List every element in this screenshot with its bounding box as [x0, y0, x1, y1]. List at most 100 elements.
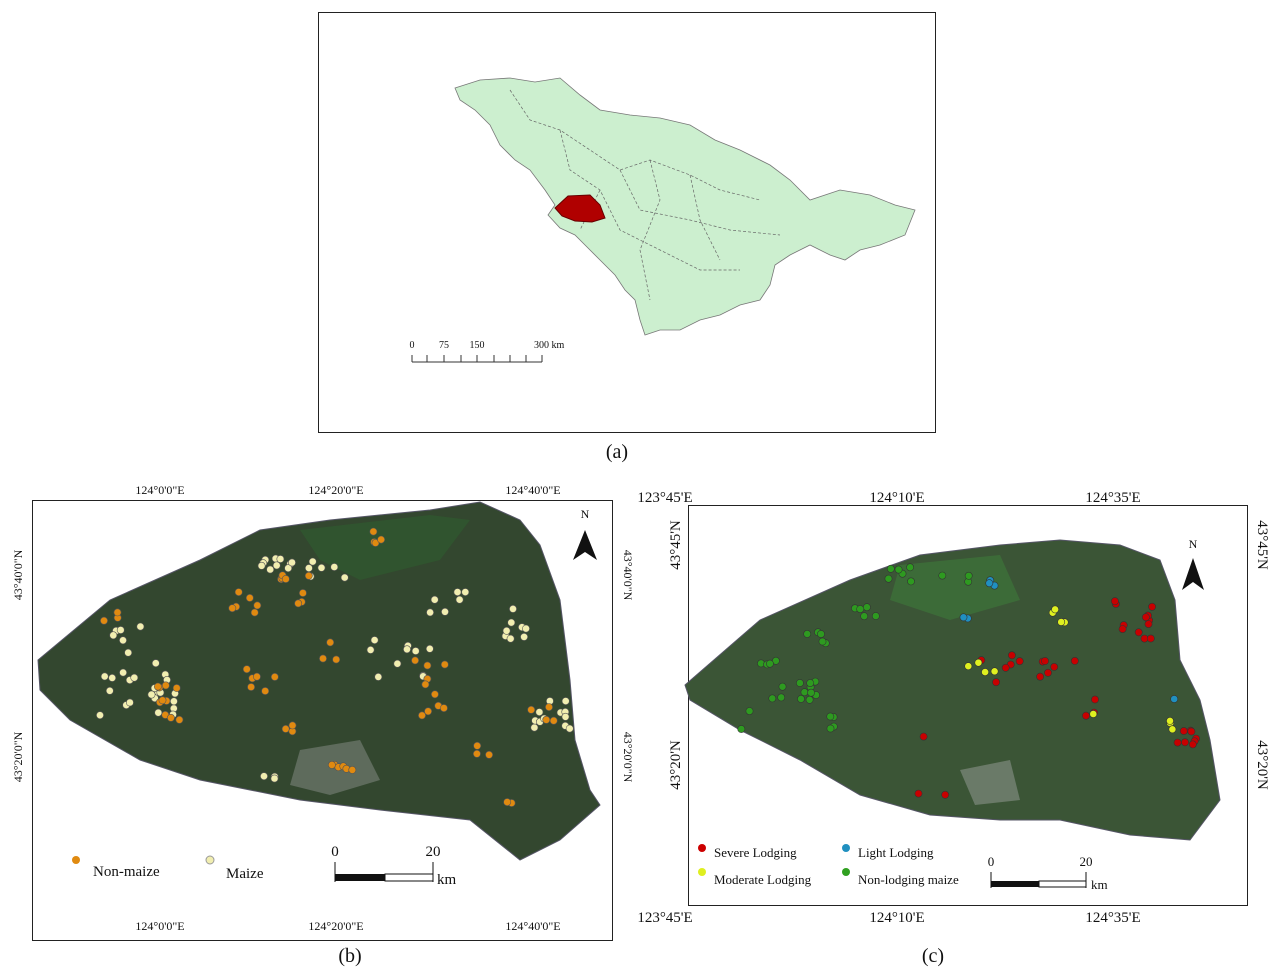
caption-a: (a) [606, 441, 628, 463]
sample-point [550, 717, 557, 724]
sample-point [807, 680, 814, 687]
sample-point [1188, 728, 1195, 735]
legend-marker [698, 844, 706, 852]
scale-bar [335, 874, 385, 881]
sample-point [262, 687, 269, 694]
sample-point [159, 697, 166, 704]
sample-point [378, 536, 385, 543]
scale-label: 150 [470, 340, 485, 351]
sample-point [119, 637, 126, 644]
sample-point [562, 698, 569, 705]
sample-point [441, 608, 448, 615]
sample-point [960, 614, 967, 621]
sample-point [545, 704, 552, 711]
sample-point [965, 572, 972, 579]
sample-point [503, 627, 510, 634]
longitude-label: 124°40'0"E [505, 919, 560, 933]
sample-point [769, 695, 776, 702]
sample-point [155, 709, 162, 716]
sample-point [766, 660, 773, 667]
sample-point [746, 708, 753, 715]
legend-label: Non-lodging maize [858, 872, 959, 887]
sample-point [531, 724, 538, 731]
sample-point [1169, 726, 1176, 733]
longitude-label: 124°35'E [1085, 490, 1140, 506]
sample-point [562, 713, 569, 720]
latitude-label: 43°45'N [668, 520, 684, 570]
sample-point [1135, 629, 1142, 636]
sample-point [942, 791, 949, 798]
sample-point [808, 689, 815, 696]
sample-point [827, 713, 834, 720]
longitude-label: 124°40'0"E [505, 483, 560, 497]
legend-label: Moderate Lodging [714, 872, 812, 887]
sample-point [1189, 741, 1196, 748]
sample-point [422, 681, 429, 688]
longitude-label: 123°45'E [637, 910, 692, 926]
sample-point [125, 649, 132, 656]
sample-point [1142, 614, 1149, 621]
sample-point [170, 698, 177, 705]
sample-point [1051, 663, 1058, 670]
sample-point [299, 589, 306, 596]
longitude-label: 124°10'E [869, 490, 924, 506]
sample-point [1082, 712, 1089, 719]
sample-point [504, 799, 511, 806]
caption-b: (b) [338, 945, 361, 967]
sample-point [907, 578, 914, 585]
sample-point [543, 716, 550, 723]
sample-point [126, 699, 133, 706]
sample-point [295, 600, 302, 607]
sample-point [318, 564, 325, 571]
sample-point [277, 555, 284, 562]
legend-marker [842, 844, 850, 852]
legend-label: Light Lodging [858, 845, 934, 860]
longitude-label: 124°35'E [1085, 910, 1140, 926]
sample-point [1180, 727, 1187, 734]
sample-point [235, 589, 242, 596]
sample-point [246, 594, 253, 601]
sample-point [915, 790, 922, 797]
sample-point [152, 660, 159, 667]
sample-point [819, 638, 826, 645]
sample-point [375, 673, 382, 680]
sample-point [341, 574, 348, 581]
sample-point [827, 725, 834, 732]
sample-point [1181, 739, 1188, 746]
sample-point [975, 659, 982, 666]
sample-point [288, 559, 295, 566]
latitude-label: 43°40'0"N [11, 549, 25, 600]
sample-point [282, 575, 289, 582]
legend-label: Maize [226, 866, 264, 882]
sample-point [806, 696, 813, 703]
sample-point [857, 606, 864, 613]
sample-point [474, 742, 481, 749]
legend-marker [842, 868, 850, 876]
sample-point [173, 684, 180, 691]
sample-point [1090, 710, 1097, 717]
sample-point [441, 661, 448, 668]
sample-point [462, 589, 469, 596]
scale-label: 0 [331, 844, 339, 860]
latitude-label: 43°45'N [1254, 520, 1269, 570]
scale-label: 75 [439, 340, 449, 351]
sample-point [1091, 696, 1098, 703]
sample-point [371, 637, 378, 644]
scale-unit: km [437, 872, 457, 888]
sample-point [1119, 626, 1126, 633]
sample-point [282, 725, 289, 732]
longitude-label: 124°0'0"E [135, 483, 184, 497]
sample-point [109, 674, 116, 681]
sample-point [349, 766, 356, 773]
sample-point [440, 705, 447, 712]
sample-point [1058, 618, 1065, 625]
scale-bar [385, 874, 433, 881]
sample-point [454, 589, 461, 596]
sample-point [895, 566, 902, 573]
sample-point [993, 679, 1000, 686]
legend-label: Non-maize [93, 864, 160, 880]
sample-point [817, 630, 824, 637]
sample-point [137, 623, 144, 630]
sample-point [863, 604, 870, 611]
sample-point [1008, 652, 1015, 659]
